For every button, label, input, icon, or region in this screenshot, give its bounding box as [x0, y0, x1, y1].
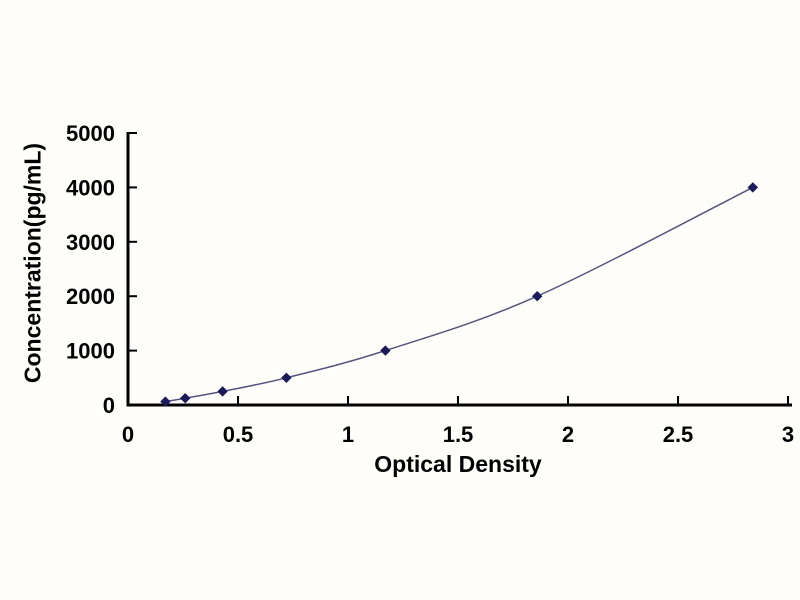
data-points — [160, 182, 759, 407]
x-tick-label: 0 — [122, 422, 134, 447]
data-point-marker — [747, 182, 759, 193]
curve-line — [165, 186, 754, 403]
y-tick-label: 0 — [103, 393, 115, 418]
y-tick-label: 2000 — [66, 284, 115, 309]
axis-lines — [126, 132, 792, 407]
data-point-marker — [179, 392, 191, 404]
x-tick-label: 2.5 — [663, 422, 694, 447]
y-tick-label: 3000 — [66, 230, 115, 255]
y-tick-label: 1000 — [66, 339, 115, 364]
y-tick-label: 5000 — [66, 121, 115, 146]
x-tick-label: 0.5 — [223, 422, 254, 447]
data-point-marker — [380, 345, 391, 356]
data-point-marker — [160, 396, 171, 407]
x-axis-title: Optical Density — [374, 451, 542, 477]
x-tick-label: 2 — [562, 422, 574, 447]
tick-labels: 0 1000 2000 3000 4000 5000 0 0.5 1 1.5 2 2.5 3 — [66, 121, 794, 447]
x-tick-label: 3 — [782, 422, 794, 447]
data-point-marker — [281, 372, 292, 384]
y-tick-label: 4000 — [66, 175, 115, 200]
x-tick-label: 1.5 — [443, 422, 474, 447]
data-point-marker — [531, 290, 543, 302]
axis-ticks — [127, 132, 789, 406]
x-tick-label: 1 — [342, 422, 354, 447]
data-point-marker — [217, 386, 228, 397]
y-axis-title: Concentration(pg/mL) — [19, 142, 46, 384]
